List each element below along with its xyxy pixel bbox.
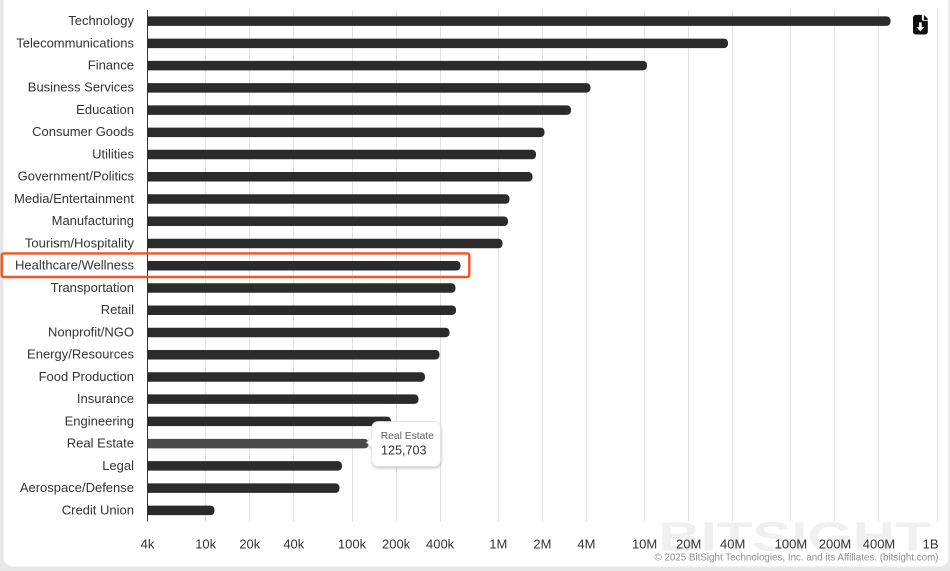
svg-text:Consumer Goods: Consumer Goods xyxy=(32,124,134,139)
svg-text:Tourism/Hospitality: Tourism/Hospitality xyxy=(25,235,135,250)
svg-text:Energy/Resources: Energy/Resources xyxy=(27,347,134,362)
svg-text:20k: 20k xyxy=(239,537,260,552)
svg-text:400k: 400k xyxy=(426,537,455,552)
svg-text:10M: 10M xyxy=(632,537,657,552)
svg-text:Real Estate: Real Estate xyxy=(67,436,134,451)
svg-text:4M: 4M xyxy=(577,537,595,552)
svg-text:Real Estate: Real Estate xyxy=(381,431,435,442)
svg-text:Business Services: Business Services xyxy=(28,80,135,95)
svg-text:400M: 400M xyxy=(863,537,896,552)
svg-text:100M: 100M xyxy=(775,537,808,552)
svg-text:10k: 10k xyxy=(195,537,216,552)
svg-text:Food Production: Food Production xyxy=(39,369,134,384)
svg-text:Aerospace/Defense: Aerospace/Defense xyxy=(20,480,134,495)
svg-text:Government/Politics: Government/Politics xyxy=(18,169,135,184)
svg-text:20M: 20M xyxy=(676,537,701,552)
svg-text:BITSIGHT: BITSIGHT xyxy=(659,514,931,560)
svg-text:200k: 200k xyxy=(382,537,411,552)
svg-text:2M: 2M xyxy=(533,537,551,552)
svg-text:Transportation: Transportation xyxy=(51,280,134,295)
svg-text:Utilities: Utilities xyxy=(92,146,134,161)
svg-text:200M: 200M xyxy=(819,537,852,552)
svg-text:Legal: Legal xyxy=(102,458,134,473)
svg-text:100k: 100k xyxy=(338,537,367,552)
svg-text:Nonprofit/NGO: Nonprofit/NGO xyxy=(48,324,134,339)
svg-text:125,703: 125,703 xyxy=(381,444,427,458)
svg-text:Media/Entertainment: Media/Entertainment xyxy=(14,191,134,206)
svg-text:Healthcare/Wellness: Healthcare/Wellness xyxy=(15,258,134,273)
svg-text:Telecommunications: Telecommunications xyxy=(16,35,134,50)
svg-text:40M: 40M xyxy=(720,537,745,552)
svg-text:© 2025 BitSight Technologies,: © 2025 BitSight Technologies, Inc. and i… xyxy=(654,553,938,564)
svg-text:4k: 4k xyxy=(141,537,155,552)
svg-text:1M: 1M xyxy=(489,537,507,552)
svg-text:Credit Union: Credit Union xyxy=(62,502,134,517)
svg-text:1B: 1B xyxy=(923,537,939,552)
svg-text:Finance: Finance xyxy=(88,58,134,73)
svg-text:Engineering: Engineering xyxy=(65,413,134,428)
svg-text:Insurance: Insurance xyxy=(77,391,134,406)
svg-text:Education: Education xyxy=(76,102,134,117)
svg-text:Technology: Technology xyxy=(68,13,134,28)
svg-text:Manufacturing: Manufacturing xyxy=(52,213,134,228)
svg-text:40k: 40k xyxy=(283,537,304,552)
svg-text:Retail: Retail xyxy=(101,302,134,317)
